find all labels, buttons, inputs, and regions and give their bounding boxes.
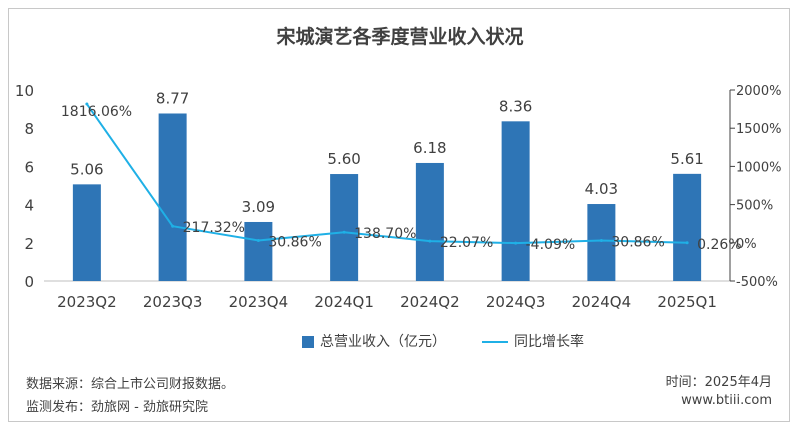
bar: [158, 113, 187, 281]
y-right-tick-label: 1000%: [736, 160, 781, 175]
x-tick-label: 2024Q4: [572, 293, 632, 311]
bar: [330, 174, 359, 281]
chart-frame: [8, 8, 790, 422]
bar: [501, 121, 530, 281]
y-right-tick-label: 1500%: [736, 122, 781, 137]
y-left-tick-label: 0: [24, 273, 34, 291]
bar: [673, 173, 702, 281]
growth-point: [428, 239, 432, 243]
x-tick-label: 2024Q2: [400, 293, 460, 311]
bar-value-label: 5.60: [327, 150, 360, 168]
growth-value-label: 1816.06%: [61, 104, 132, 120]
growth-point: [85, 102, 89, 106]
bar: [415, 162, 444, 281]
growth-point: [685, 241, 689, 245]
source-note: 数据来源：综合上市公司财报数据。: [26, 377, 235, 392]
bar-value-label: 3.09: [242, 198, 275, 216]
website-note: www.btiii.com: [681, 393, 772, 408]
growth-value-label: 22.07%: [440, 235, 493, 251]
growth-value-label: 138.70%: [354, 226, 416, 242]
bar-value-label: 6.18: [413, 139, 446, 157]
growth-line: [86, 103, 688, 245]
growth-value-label: 217.32%: [183, 220, 245, 236]
chart-title: 宋城演艺各季度营业收入状况: [276, 26, 524, 48]
date-note: 时间：2025年4月: [665, 375, 772, 390]
y-left-tick-label: 10: [15, 82, 34, 100]
x-tick-label: 2023Q2: [57, 293, 117, 311]
legend-line-growth: [482, 341, 508, 343]
growth-point: [514, 241, 518, 245]
y-left-tick-label: 4: [24, 197, 34, 215]
bar-value-label: 8.36: [499, 97, 532, 115]
x-tick-label: 2025Q1: [657, 293, 717, 311]
bar: [244, 221, 273, 281]
x-tick-label: 2024Q1: [314, 293, 374, 311]
growth-point: [256, 238, 260, 242]
growth-value-label: 0.26%: [697, 237, 741, 253]
bar-value-label: 5.06: [70, 160, 103, 178]
y-left-tick-label: 2: [24, 235, 34, 253]
legend-label-revenue: 总营业收入（亿元）: [320, 334, 446, 350]
bar: [72, 184, 101, 281]
y-right-tick-label: 500%: [736, 199, 773, 214]
growth-value-label: 30.86%: [611, 234, 664, 250]
bar-value-label: 5.61: [670, 150, 703, 168]
publisher-note: 监测发布：劲旅网 - 劲旅研究院: [26, 400, 208, 415]
y-right-tick-label: 2000%: [736, 84, 781, 99]
growth-point: [342, 230, 346, 234]
y-left-tick-label: 6: [24, 158, 34, 176]
x-tick-label: 2024Q3: [486, 293, 546, 311]
legend-label-growth: 同比增长率: [514, 334, 584, 350]
x-tick-label: 2023Q4: [229, 293, 289, 311]
y-right-tick-label: 0%: [736, 237, 757, 252]
bar-value-label: 4.03: [585, 180, 618, 198]
growth-point: [599, 238, 603, 242]
legend-swatch-revenue: [302, 336, 314, 348]
y-left-tick-label: 8: [24, 120, 34, 138]
growth-point: [171, 224, 175, 228]
x-tick-label: 2023Q3: [143, 293, 203, 311]
bar: [587, 204, 616, 281]
growth-value-label: -4.09%: [526, 237, 576, 253]
growth-value-label: 30.86%: [268, 234, 321, 250]
bar-value-label: 8.77: [156, 89, 189, 107]
y-right-tick-label: -500%: [736, 275, 778, 290]
